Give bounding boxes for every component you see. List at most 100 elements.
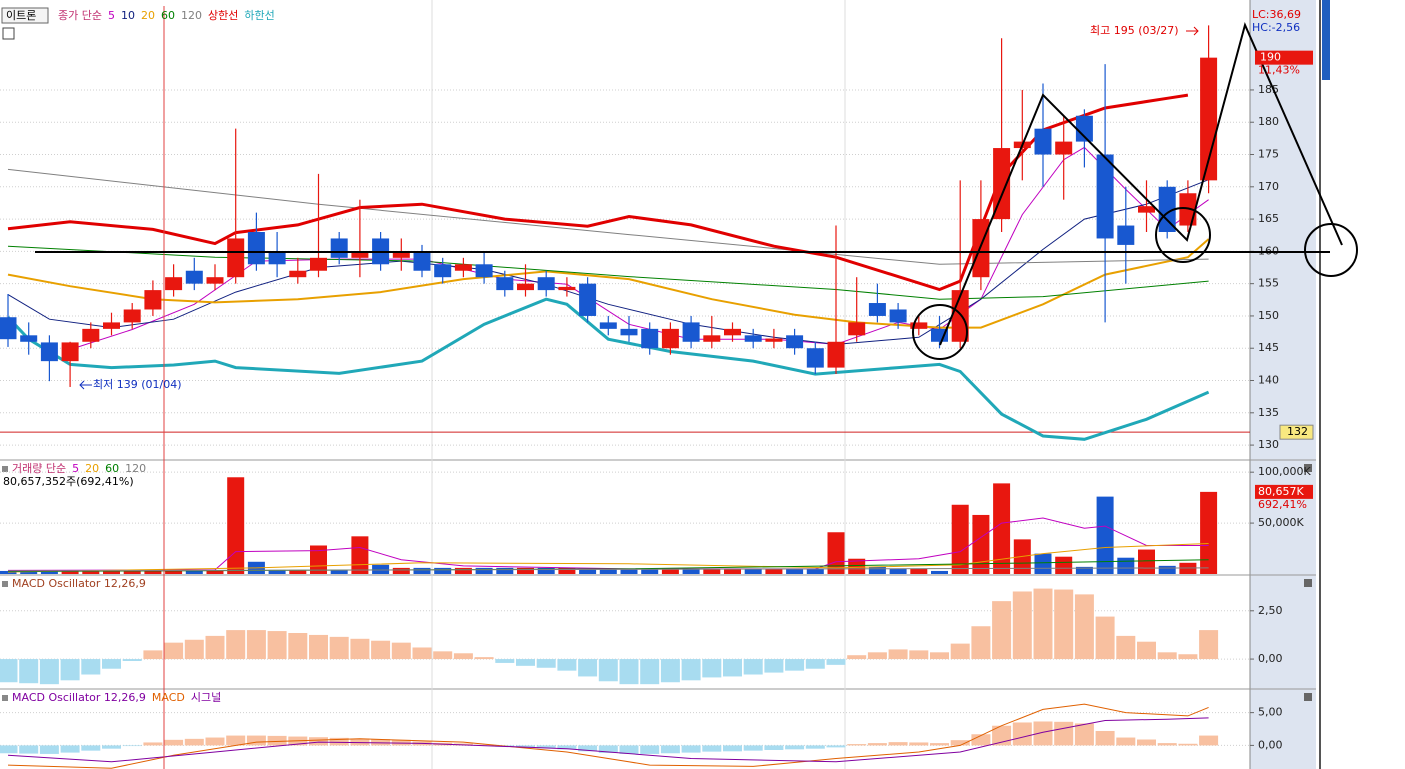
oscillator-bar [536, 745, 556, 749]
oscillator-bar [888, 649, 908, 660]
volume-bar [724, 568, 741, 574]
line-series [7, 517, 1209, 571]
high-label: 최고 195 (03/27) [1090, 24, 1179, 37]
oscillator-bar [1054, 721, 1074, 746]
last-price: 190 [1260, 51, 1281, 64]
y-tick-label: 185 [1258, 83, 1279, 96]
candle-body [951, 290, 969, 342]
low-arrow [79, 380, 92, 390]
line-series [7, 703, 1209, 769]
volume-bar [1055, 556, 1073, 574]
panel-icon [2, 581, 8, 587]
scroll-thumb [1322, 0, 1330, 80]
y-tick-label: 165 [1258, 212, 1279, 225]
oscillator-bar [640, 745, 660, 754]
y-tick-label: 100,000K [1258, 465, 1311, 478]
volume-bar [165, 570, 183, 574]
high-arrow [1186, 26, 1199, 36]
oscillator-bar [184, 738, 204, 746]
candle-body [413, 251, 431, 271]
panel-title: MACD Oscillator 12,26,9 [12, 691, 146, 704]
volume-bar [496, 567, 514, 574]
oscillator-bar [619, 659, 639, 685]
volume-bar [372, 564, 390, 574]
volume-bar [786, 568, 804, 574]
volume-bar [744, 568, 762, 574]
oscillator-bar [495, 659, 515, 663]
volume-bar [185, 570, 203, 574]
candle-body [1096, 154, 1114, 239]
oscillator-bar [1074, 723, 1094, 746]
plot: 13013514014515015516016517017518018550,0… [0, 25, 1311, 769]
panel-title: MACD Oscillator 12,26,9 [12, 577, 146, 590]
oscillator-bar [309, 634, 328, 660]
y-tick-label: 145 [1258, 341, 1279, 354]
candle-body [786, 335, 804, 349]
candle-body [641, 328, 659, 349]
candle-body [144, 290, 162, 310]
oscillator-bar [681, 659, 701, 681]
candle-body [247, 232, 265, 265]
oscillator-bar [681, 745, 701, 753]
oscillator-bar [1033, 588, 1053, 660]
oscillator-bar [122, 659, 142, 661]
oscillator-bar [391, 739, 411, 746]
oscillator-bar [0, 659, 18, 683]
stock-name-box [1, 7, 49, 24]
oscillator-bar [826, 659, 846, 665]
oscillator-bar [60, 659, 80, 681]
y-tick-label: 155 [1258, 277, 1279, 290]
oscillator-bar [1012, 591, 1032, 660]
grid-icon[interactable] [2, 27, 15, 40]
last-price-box [1255, 50, 1313, 65]
volume-bar [579, 568, 597, 574]
oscillator-bar [205, 635, 225, 660]
candle-body [889, 309, 907, 323]
oscillator-bar [702, 745, 722, 752]
oscillator-bar [743, 659, 763, 675]
oscillator-bar [102, 745, 121, 749]
oscillator-bar [764, 659, 784, 673]
volume-ratio: 692,41% [1258, 498, 1307, 511]
oscillator-bar [19, 659, 39, 684]
oscillator-bar [226, 735, 246, 746]
panel-button[interactable] [1304, 464, 1312, 472]
oscillator-bar [267, 735, 287, 746]
volume-bar [1138, 549, 1155, 574]
oscillator-bar [1178, 654, 1198, 660]
oscillator-bar [102, 659, 121, 669]
oscillator-bar [184, 639, 204, 660]
low-label: 최저 139 (01/04) [93, 378, 182, 391]
panel-button[interactable] [1304, 693, 1312, 701]
oscillator-bar [39, 659, 59, 685]
oscillator-bar [19, 745, 39, 754]
oscillator-bar [867, 743, 887, 746]
oscillator-bar [1178, 743, 1198, 746]
volume-bar [558, 567, 576, 574]
oscillator-bar [805, 745, 825, 749]
limit-box [1279, 424, 1314, 440]
oscillator-bar [992, 725, 1012, 746]
oscillator-bar [267, 631, 287, 660]
line-series [7, 179, 1209, 345]
oscillator-bar [702, 659, 722, 678]
volume-bar [475, 567, 493, 574]
volume-bar [123, 570, 141, 574]
candle-body [1034, 128, 1052, 155]
oscillator-bar [1137, 641, 1156, 660]
panel-icon [2, 466, 8, 472]
oscillator-bar [578, 745, 598, 752]
oscillator-bar [1054, 589, 1074, 660]
oscillator-bar [205, 737, 225, 746]
volume-bar [848, 558, 866, 574]
volume-bar [434, 567, 452, 574]
hc-label: HC:-2,56 [1252, 21, 1300, 34]
oscillator-bar [164, 739, 184, 746]
legend-entry: 10 [121, 9, 135, 22]
y-tick-label: 2,50 [1258, 604, 1283, 617]
oscillator-bar [474, 657, 494, 660]
oscillator-bar [578, 659, 598, 677]
candle-body [1117, 225, 1135, 245]
panel-button[interactable] [1304, 579, 1312, 587]
